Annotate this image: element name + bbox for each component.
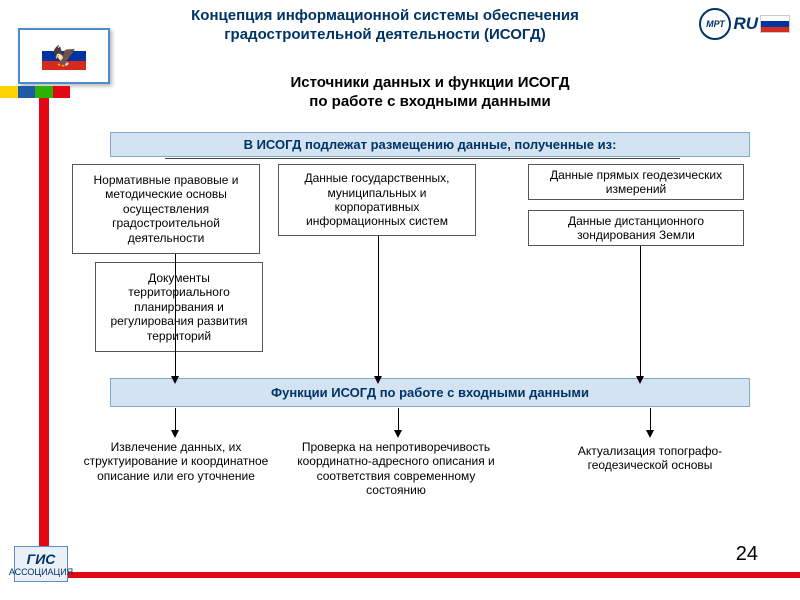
gis-logo-bottom: АССОЦИАЦИЯ [9, 567, 73, 577]
sources-header-bar: В ИСОГД подлежат размещению данные, полу… [110, 132, 750, 157]
function-actualization: Актуализация топографо-геодезической осн… [550, 444, 750, 473]
gis-association-logo: ГИС АССОЦИАЦИЯ [14, 546, 68, 582]
arrow-head-icon [636, 376, 644, 384]
arrow-line [175, 254, 176, 378]
emblem-box: 🦅 [18, 28, 110, 84]
header-title-line1: Концепция информационной системы обеспеч… [191, 7, 579, 24]
source-box-gov-systems: Данные государственных, муниципальных и … [278, 164, 476, 236]
arrow-head-icon [171, 376, 179, 384]
arrow-head-icon [374, 376, 382, 384]
source-box-normative: Нормативные правовые и методические осно… [72, 164, 260, 254]
vertical-red-bar [39, 98, 49, 572]
arrow-head-icon [646, 430, 654, 438]
header-title-line2: градостроительной деятельности (ИСОГД) [224, 26, 545, 43]
ru-logo-icon: RU [733, 14, 758, 34]
source-box-geodesy: Данные прямых геодезических измерений [528, 164, 744, 200]
header-title: Концепция информационной системы обеспеч… [0, 3, 800, 45]
horizontal-red-bar [39, 572, 800, 578]
subtitle: Источники данных и функции ИСОГД по рабо… [120, 74, 740, 112]
arrow-line [398, 408, 399, 432]
arrow-line [650, 408, 651, 432]
arrow-line [175, 408, 176, 432]
arrow-head-icon [171, 430, 179, 438]
russia-flag-icon [760, 15, 790, 33]
source-box-documents: Документы территориального планирования … [95, 262, 263, 352]
arrow-line [640, 246, 641, 378]
arrow-line [378, 236, 379, 378]
russia-emblem-icon: 🦅 [42, 42, 86, 70]
sources-connector-line [165, 158, 680, 159]
source-box-remote-sensing: Данные дистанционного зондирования Земли [528, 210, 744, 246]
page-number: 24 [736, 543, 758, 566]
functions-header-bar: Функции ИСОГД по работе с входными данны… [110, 378, 750, 407]
arrow-head-icon [394, 430, 402, 438]
gis-logo-top: ГИС [27, 551, 56, 567]
subtitle-line1: Источники данных и функции ИСОГД [290, 74, 569, 91]
color-stripe-decor [0, 86, 70, 98]
function-extraction: Извлечение данных, их структуирование и … [76, 440, 276, 483]
slide-header: Концепция информационной системы обеспеч… [0, 0, 800, 48]
subtitle-line2: по работе с входными данными [309, 93, 550, 110]
mrt-logo-icon: МРТ [699, 8, 731, 40]
header-logos: МРТ RU [699, 8, 790, 40]
function-verification: Проверка на непротиворечивость координат… [296, 440, 496, 498]
